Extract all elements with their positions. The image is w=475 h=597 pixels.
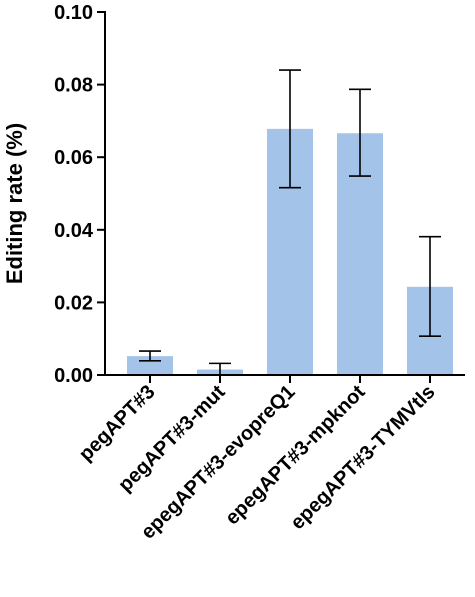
x-category-label: epegAPT#3-mpknot	[221, 381, 370, 530]
y-ticks-group: 0.00 0.02 0.04 0.06 0.08 0.10	[54, 2, 105, 387]
y-axis-title: Editing rate (%)	[2, 123, 27, 284]
y-tick-label: 0.00	[54, 365, 93, 387]
y-tick-label: 0.08	[54, 75, 93, 97]
x-category-label: epegAPT#3-TYMVtls	[286, 381, 439, 534]
y-tick-label: 0.04	[54, 220, 94, 242]
bar	[127, 356, 173, 375]
y-tick-label: 0.10	[54, 2, 93, 24]
x-ticks-group: pegAPT#3pegAPT#3-mutepegAPT#3-evopreQ1ep…	[75, 375, 440, 544]
y-tick-label: 0.02	[54, 292, 93, 314]
y-tick-label: 0.06	[54, 147, 93, 169]
error-bars-group	[139, 69, 441, 375]
